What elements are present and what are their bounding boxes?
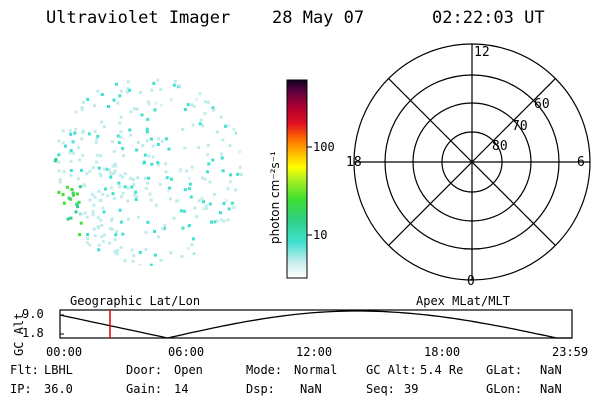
glat-value: NaN	[540, 363, 562, 377]
mode-label: Mode:	[246, 363, 283, 377]
ip-value: 36.0	[44, 382, 73, 396]
mlt-label-12: 12	[474, 45, 490, 60]
mlt-label-0: 0	[467, 274, 475, 289]
x-tick-1800: 18:00	[424, 345, 461, 359]
instrument-title: Ultraviolet Imager	[46, 8, 231, 28]
mlat-label-70: 70	[512, 119, 528, 134]
seq-label: Seq:	[366, 382, 395, 396]
mlt-label-6: 6	[577, 155, 585, 170]
gc-alt-label: GC Alt:	[366, 363, 417, 377]
glon-value: NaN	[540, 382, 562, 396]
ip-label: IP:	[10, 382, 32, 396]
colorbar-unit-label: photon cm⁻²s⁻¹	[268, 151, 282, 244]
glat-label: GLat:	[486, 363, 523, 377]
seq-value: 39	[404, 382, 419, 396]
mlt-label-18: 18	[346, 155, 362, 170]
flt-value: LBHL	[44, 363, 73, 377]
gain-value: 14	[174, 382, 189, 396]
mode-value: Normal	[294, 363, 338, 377]
time-label: 02:22:03 UT	[432, 8, 545, 28]
colorbar-tick-10: 10	[313, 228, 328, 242]
dsp-label: Dsp:	[246, 382, 275, 396]
polar-plot	[353, 43, 591, 281]
mlat-label-60: 60	[534, 97, 550, 112]
x-tick-0000: 00:00	[46, 345, 83, 359]
colorbar	[286, 79, 308, 279]
x-tick-2359: 23:59	[552, 345, 589, 359]
x-tick-1200: 12:00	[296, 345, 333, 359]
geographic-title: Geographic Lat/Lon	[70, 294, 201, 308]
gc-alt-value: 5.4 Re	[420, 363, 464, 377]
door-value: Open	[174, 363, 203, 377]
date-label: 28 May 07	[272, 8, 365, 28]
altitude-plot	[59, 309, 573, 339]
mlat-label-80: 80	[492, 139, 508, 154]
door-label: Door:	[126, 363, 163, 377]
y-max-label: 9.0	[22, 307, 44, 321]
gain-label: Gain:	[126, 382, 163, 396]
y-min-label: 1.8	[22, 326, 44, 340]
uv-image	[52, 74, 244, 266]
apex-title: Apex MLat/MLT	[416, 294, 510, 308]
glon-label: GLon:	[486, 382, 523, 396]
dsp-value: NaN	[300, 382, 322, 396]
flt-label: Flt:	[10, 363, 39, 377]
colorbar-tick-100: 100	[313, 140, 335, 154]
x-tick-0600: 06:00	[168, 345, 205, 359]
